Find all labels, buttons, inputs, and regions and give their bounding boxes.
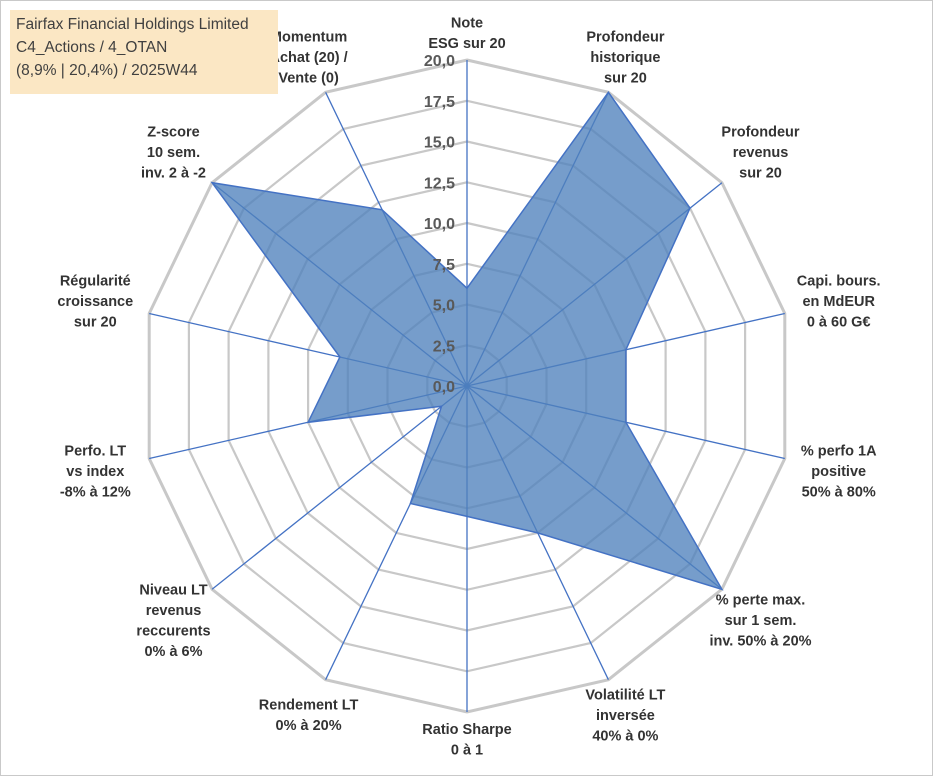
category-label-line: historique [590,50,660,66]
category-label: Note ESG sur 20 [428,16,505,53]
category-label-line: ESG sur 20 [428,36,505,52]
category-label-line: revenus [733,145,789,161]
category-label: Profondeur revenus sur 20 [721,124,799,181]
category-label-line: Note [451,16,483,32]
category-label-line: Perfo. LT [64,443,126,459]
tick-label: 2,5 [433,338,455,355]
category-label-line: inv. 50% à 20% [709,634,811,650]
tick-label: 20,0 [424,53,455,70]
category-subtitle: C4_Actions / 4_OTAN [16,39,168,56]
category-label-line: Rendement LT [259,698,359,714]
category-label-line: sur 1 sem. [725,613,797,629]
category-label-line: 50% à 80% [802,484,876,500]
category-label-line: Z-score [147,124,199,140]
tick-label: 7,5 [433,257,455,274]
category-label: Momentum Achat (20) / Vente (0) [270,30,348,87]
category-label: Volatilité LT inversée 40% à 0% [585,687,665,744]
category-label: Capi. bours. en MdEUR 0 à 60 G€ [797,274,881,331]
category-label-line: % perte max. [716,593,805,609]
category-label-line: revenus [146,603,202,619]
category-label-line: Régularité [60,274,131,290]
category-label-line: 0% à 6% [144,644,202,660]
axis-spoke [211,385,468,590]
series-area [210,91,724,591]
category-label-line: en MdEUR [802,294,875,310]
category-label-line: Ratio Sharpe [422,722,511,738]
category-label-line: Niveau LT [139,582,207,598]
category-label-line: 10 sem. [147,145,200,161]
category-label: Perfo. LT vs index -8% à 12% [60,443,131,500]
category-label-line: -8% à 12% [60,484,131,500]
tick-label: 5,0 [433,298,455,315]
category-label-line: % perfo 1A [801,443,877,459]
tick-label: 12,5 [424,175,455,192]
category-label: Profondeur historique sur 20 [586,30,664,87]
category-label-line: sur 20 [739,165,782,181]
category-label: % perte max. sur 1 sem. inv. 50% à 20% [709,593,811,650]
category-label-line: positive [811,464,866,480]
category-label: Régularité croissance sur 20 [57,274,133,331]
category-label: Z-score 10 sem. inv. 2 à -2 [141,124,206,181]
category-label-line: 0% à 20% [276,718,342,734]
category-label-line: 0 à 1 [451,743,483,759]
category-label-line: sur 20 [604,71,647,87]
category-label-line: sur 20 [74,315,117,331]
category-labels: Note ESG sur 20 Profondeur historique sur 20… [57,16,880,759]
tick-label: 10,0 [424,216,455,233]
category-label-line: Profondeur [586,30,664,46]
category-label-line: 40% à 0% [592,728,658,744]
category-label-line: Momentum [270,30,347,46]
tick-label: 15,0 [424,135,455,152]
radial-tick-labels: 0,0 2,5 5,0 7,5 10,0 12,5 15,0 17,5 20,0 [424,53,455,396]
category-label-line: inv. 2 à -2 [141,165,206,181]
category-label-line: vs index [66,464,124,480]
chart-title: Fairfax Financial Holdings Limited [16,16,249,33]
category-label: Ratio Sharpe 0 à 1 [422,722,511,759]
title-box: Fairfax Financial Holdings Limited C4_Ac… [10,10,278,94]
category-label-line: Vente (0) [278,71,339,87]
category-label-line: 0 à 60 G€ [807,315,871,331]
category-label-line: croissance [57,294,133,310]
tick-label: 0,0 [433,379,455,396]
category-label-line: inversée [596,708,655,724]
series-polygon [210,91,724,591]
tick-label: 17,5 [424,94,455,111]
range-week-subtitle: (8,9% | 20,4%) / 2025W44 [16,62,198,79]
category-label: Niveau LT revenus reccurents 0% à 6% [136,582,210,660]
category-label: Rendement LT 0% à 20% [259,698,359,735]
category-label-line: Achat (20) / [270,50,348,66]
category-label-line: Volatilité LT [585,687,665,703]
category-label-line: Capi. bours. [797,274,881,290]
category-label-line: Profondeur [721,124,799,140]
category-label-line: reccurents [136,623,210,639]
category-label: % perfo 1A positive 50% à 80% [801,443,877,500]
